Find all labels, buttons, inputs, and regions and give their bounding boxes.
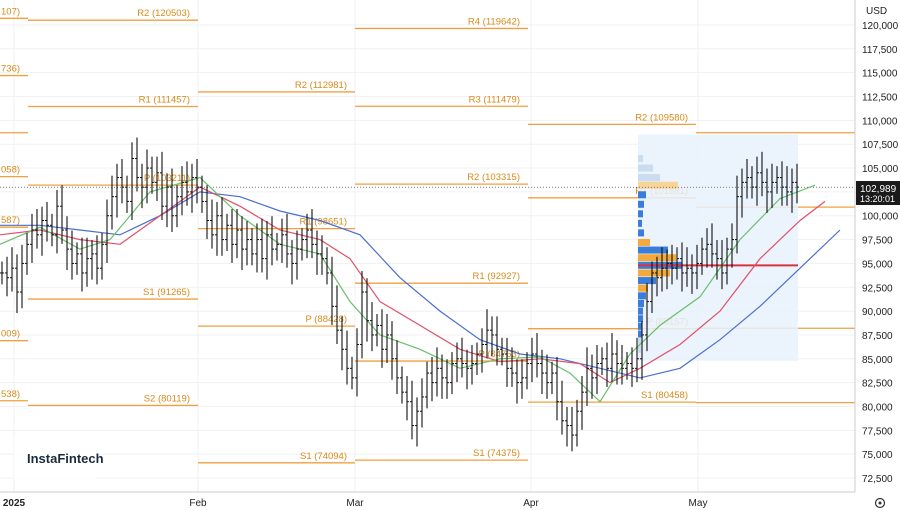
pivot-label: 009)	[1, 329, 20, 340]
profile-bar	[638, 238, 650, 246]
pivot-label: R1 (111457)	[139, 94, 190, 105]
pivot-label: 107)	[1, 6, 20, 17]
y-tick-label: 82,500	[862, 379, 893, 390]
profile-bar	[638, 219, 642, 227]
profile-bar	[638, 315, 643, 323]
profile-bar	[638, 229, 644, 237]
y-tick-label: 120,000	[862, 21, 899, 32]
profile-bar	[638, 181, 678, 189]
currency-label: USD	[866, 6, 887, 17]
profile-bar	[638, 277, 656, 285]
x-tick-label: 2025	[3, 498, 26, 509]
pivot-label: R1 (92927)	[472, 271, 520, 282]
ohlc-bars	[0, 137, 799, 452]
profile-bar	[638, 345, 641, 353]
current-price-value: 102,989	[860, 184, 897, 195]
y-tick-label: 75,000	[862, 450, 893, 461]
pivot-label: S2 (80119)	[144, 393, 190, 404]
profile-bar	[638, 307, 643, 315]
settings-icon[interactable]	[874, 497, 886, 509]
y-tick-label: 72,500	[862, 474, 893, 485]
y-tick-label: 100,000	[862, 212, 899, 223]
countdown-timer: 13:20:01	[860, 194, 895, 204]
y-tick-label: 90,000	[862, 307, 893, 318]
y-tick-label: 87,500	[862, 331, 893, 342]
profile-bar	[638, 210, 643, 218]
y-axis[interactable]: 72,500 75,000 77,500 80,000 82,500 85,000 87,5…	[854, 0, 899, 492]
x-tick-label: Apr	[523, 498, 539, 509]
pivot-label: P (88428)	[305, 314, 347, 325]
pivot-label: R2 (112981)	[295, 80, 347, 91]
y-tick-label: 80,000	[862, 402, 893, 413]
profile-bar	[638, 191, 646, 199]
pivot-label: R3 (111479)	[469, 94, 520, 105]
ema-green-line	[0, 176, 816, 403]
pivot-label: 058)	[1, 165, 20, 176]
profile-bar	[638, 322, 642, 330]
profile-bar	[638, 299, 644, 307]
pivot-label: S1 (80458)	[641, 390, 688, 401]
profile-bar	[638, 155, 643, 163]
profile-bar	[638, 164, 653, 172]
y-tick-label: 117,500	[862, 45, 898, 56]
y-tick-label: 85,000	[862, 355, 893, 366]
x-axis[interactable]: 2025 Feb Mar Apr May	[0, 491, 855, 509]
pivot-label: S1 (74094)	[300, 451, 347, 462]
y-tick-label: 112,500	[862, 93, 898, 104]
pivot-label: R2 (109580)	[635, 112, 688, 123]
y-tick-label: 77,500	[862, 426, 893, 437]
pivot-label: S1 (91265)	[143, 287, 190, 298]
profile-bar	[638, 200, 644, 208]
y-tick-label: 110,000	[862, 116, 898, 127]
pivot-label: S1 (74375)	[473, 448, 520, 459]
profile-bar	[638, 246, 668, 254]
profile-bar	[638, 284, 648, 292]
pivot-label: P (84763)	[478, 349, 520, 360]
x-tick-label: Feb	[189, 498, 207, 509]
brand-logo: InstaFintech	[14, 437, 104, 479]
ema-red-line	[0, 186, 826, 384]
brand-name: InstaFintech	[27, 451, 104, 466]
pivot-label: R2 (103315)	[467, 172, 520, 183]
y-tick-label: 92,500	[862, 283, 893, 294]
pivot-label: R4 (119642)	[468, 16, 520, 27]
profile-bar	[638, 292, 646, 300]
current-price-tag: 102,989 13:20:01	[856, 181, 900, 205]
ema-blue-line	[0, 191, 841, 379]
profile-bar	[638, 330, 642, 338]
y-tick-label: 105,000	[862, 164, 899, 175]
y-tick-label: 97,500	[862, 236, 893, 247]
profile-bar	[638, 174, 660, 182]
moving-averages	[0, 176, 841, 403]
y-tick-label: 115,000	[862, 69, 898, 80]
x-tick-label: May	[689, 498, 708, 509]
profile-bar	[638, 338, 641, 346]
pivot-label: 538)	[1, 389, 20, 400]
y-tick-label: 95,000	[862, 259, 893, 270]
y-tick-label: 107,500	[862, 140, 899, 151]
pivot-label: R2 (120503)	[137, 8, 190, 19]
pivot-label: 587)	[1, 215, 20, 226]
pivot-label: 736)	[1, 64, 20, 75]
x-tick-label: Mar	[346, 498, 364, 509]
